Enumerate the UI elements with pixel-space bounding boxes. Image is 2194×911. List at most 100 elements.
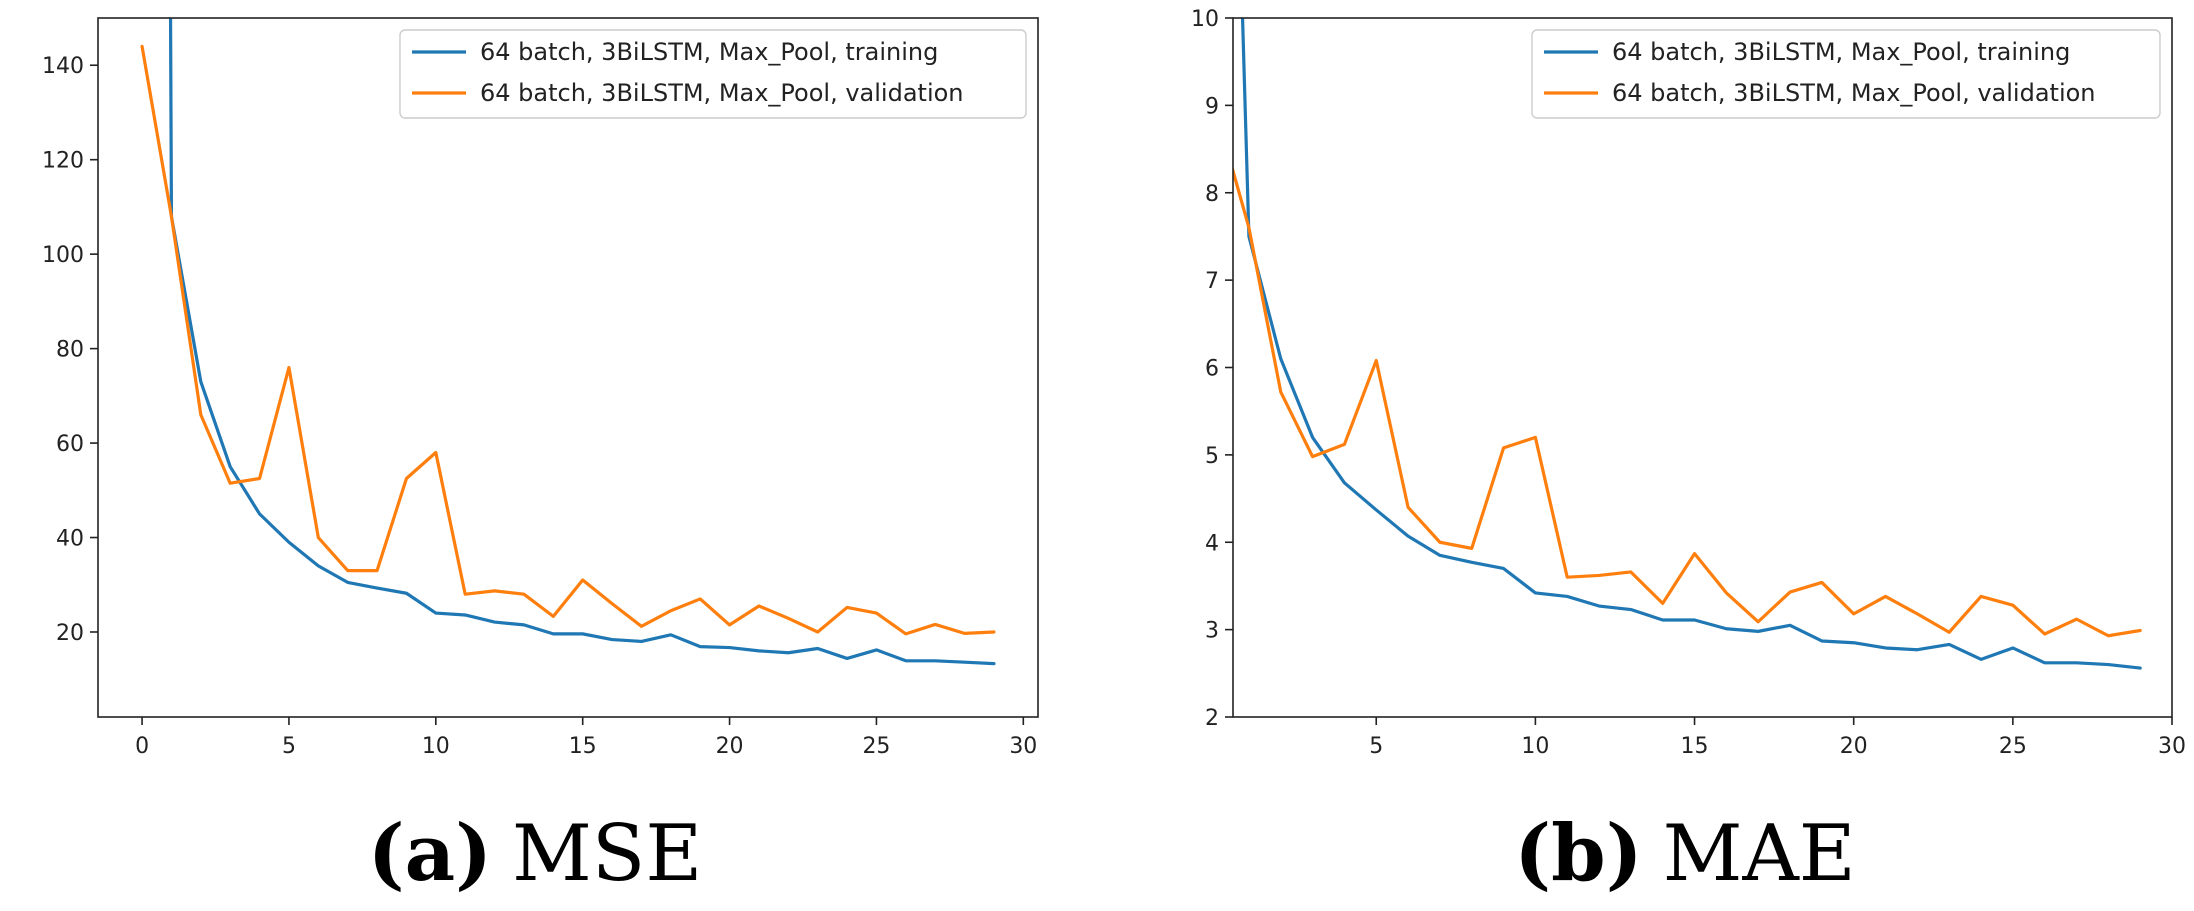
mae-validation-point xyxy=(1756,620,1760,624)
mse-training-point xyxy=(874,648,878,652)
mse-axes-frame xyxy=(97,17,1039,718)
mse-validation-point xyxy=(669,609,673,613)
mse-training-point xyxy=(228,465,232,469)
mse-training-point xyxy=(786,651,790,655)
mse-training-point xyxy=(434,611,438,615)
mse-validation-point xyxy=(992,630,996,634)
mae-training-point xyxy=(1661,618,1665,622)
mae-validation-point xyxy=(1724,591,1728,595)
mae-training-point xyxy=(1756,629,1760,633)
mse-training-point xyxy=(493,620,497,624)
mse-legend-label-validation: 64 batch, 3BiLSTM, Max_Pool, validation xyxy=(480,79,964,107)
caption-mae-letter: (b) xyxy=(1514,808,1642,899)
mse-validation-point xyxy=(728,623,732,627)
mae-validation-point xyxy=(1979,594,1983,598)
mae-training-point xyxy=(1470,560,1474,564)
mae-training-point xyxy=(1438,553,1442,557)
mse-training-point xyxy=(757,649,761,653)
mae-validation-point xyxy=(1947,630,1951,634)
mae-training-point xyxy=(1693,618,1697,622)
mse-training-point xyxy=(904,659,908,663)
mae-validation-point xyxy=(1279,390,1283,394)
mse-validation-point xyxy=(140,44,144,48)
mse-training-point xyxy=(375,586,379,590)
mse-validation-point xyxy=(698,597,702,601)
mae-training-point xyxy=(1374,508,1378,512)
mse-y-tick-label: 60 xyxy=(56,432,84,457)
mse-training-point xyxy=(698,645,702,649)
mse-validation-point xyxy=(463,592,467,596)
mse-validation-point xyxy=(258,476,262,480)
mae-validation-point xyxy=(1915,612,1919,616)
mae-training-point xyxy=(1724,627,1728,631)
mse-training-point xyxy=(287,540,291,544)
mae-training-point xyxy=(1597,604,1601,608)
mae-validation-point xyxy=(1852,612,1856,616)
mse-validation-point xyxy=(375,569,379,573)
mae-training-point xyxy=(2075,661,2079,665)
mae-validation-point xyxy=(1693,552,1697,556)
mse-training-point xyxy=(551,632,555,636)
mse-x-tick-label: 30 xyxy=(1009,734,1037,759)
mse-training-point xyxy=(992,662,996,666)
mse-training-point xyxy=(581,632,585,636)
mse-validation-point xyxy=(933,622,937,626)
mae-training-point xyxy=(1311,435,1315,439)
mse-validation-point xyxy=(639,624,643,628)
mae-validation-point xyxy=(1502,446,1506,450)
mae-training-point xyxy=(2043,661,2047,665)
mae-training-point xyxy=(1565,594,1569,598)
mse-training-point xyxy=(845,656,849,660)
mse-training-point xyxy=(639,639,643,643)
mse-validation-point xyxy=(493,589,497,593)
mse-training-point xyxy=(816,647,820,651)
mae-validation-point xyxy=(1661,601,1665,605)
mse-validation-point xyxy=(786,616,790,620)
mse-validation-point xyxy=(816,630,820,634)
mse-training-point xyxy=(404,591,408,595)
mae-validation-point xyxy=(2043,632,2047,636)
mae-training-point xyxy=(1629,608,1633,612)
mae-training-point xyxy=(2106,663,2110,667)
mae-training-point xyxy=(1915,648,1919,652)
mse-validation-point xyxy=(522,592,526,596)
mae-validation-line xyxy=(1233,164,2142,638)
mae-validation-point xyxy=(2106,634,2110,638)
mae-legend-label-training: 64 batch, 3BiLSTM, Max_Pool, training xyxy=(1612,38,2070,66)
mae-y-tick-label: 9 xyxy=(1205,94,1219,119)
mse-validation-point xyxy=(434,451,438,455)
mse-chart-panel: 0 5 10 15 20 25 30 20 40 60 80 100 120 140 64 batch, 3… xyxy=(42,17,1039,759)
mae-training-point xyxy=(2138,666,2142,670)
mse-training-point xyxy=(669,633,673,637)
mse-validation-point xyxy=(287,366,291,370)
mse-validation-point xyxy=(610,602,614,606)
mse-validation-point xyxy=(169,214,173,218)
mse-x-tick-label: 25 xyxy=(862,734,890,759)
mae-validation-point xyxy=(1597,573,1601,577)
mae-y-tick-label: 4 xyxy=(1205,531,1219,556)
mae-training-point xyxy=(1342,481,1346,485)
mse-y-tick-label: 40 xyxy=(56,527,84,552)
mae-x-tick-label: 10 xyxy=(1521,734,1549,759)
mae-x-tick-label: 30 xyxy=(2158,734,2186,759)
mae-training-point xyxy=(1884,646,1888,650)
mae-legend: 64 batch, 3BiLSTM, Max_Pool, training 64 … xyxy=(1531,29,2161,119)
mae-validation-point xyxy=(2138,628,2142,632)
mae-training-point xyxy=(2011,646,2015,650)
mse-x-tick-label: 0 xyxy=(135,734,149,759)
mae-training-point xyxy=(1279,357,1283,361)
mae-validation-point xyxy=(2075,617,2079,621)
mse-training-point xyxy=(963,660,967,664)
mse-validation-line xyxy=(140,44,996,636)
mse-validation-point xyxy=(904,632,908,636)
mse-validation-point xyxy=(346,569,350,573)
mse-y-tick-label: 120 xyxy=(42,149,84,174)
mae-validation-point xyxy=(1884,594,1888,598)
mse-training-point xyxy=(346,580,350,584)
mae-x-tick-label: 20 xyxy=(1840,734,1868,759)
mae-training-point xyxy=(1788,623,1792,627)
caption-mae: (b) MAE xyxy=(1514,808,1856,899)
mse-training-point xyxy=(199,380,203,384)
mse-training-point xyxy=(610,638,614,642)
